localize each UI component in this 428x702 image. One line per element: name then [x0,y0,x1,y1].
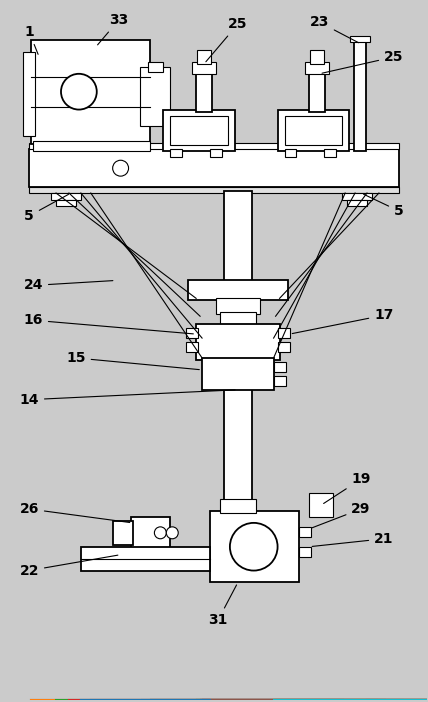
Bar [306,62,329,74]
Bar [309,72,325,112]
Bar [51,193,81,200]
Bar [29,143,399,150]
Bar [285,150,297,157]
Bar [197,50,211,64]
Bar [31,40,150,145]
Bar [278,110,349,152]
Bar [278,342,289,352]
Bar [220,312,256,326]
Bar [216,298,260,314]
Bar [354,40,366,152]
Circle shape [155,527,166,538]
Text: 25: 25 [322,50,404,73]
Circle shape [61,74,97,110]
Text: 26: 26 [20,502,130,522]
Bar [29,187,399,193]
Text: 22: 22 [19,555,118,578]
Bar [186,328,198,338]
Text: 14: 14 [19,390,235,406]
Text: 19: 19 [324,472,371,503]
Circle shape [230,523,278,571]
Bar [23,52,35,136]
Bar [170,150,182,157]
Bar [347,200,367,206]
Bar [300,527,311,537]
Bar [131,517,170,549]
Text: 23: 23 [309,15,359,43]
Bar [196,72,212,112]
Text: 24: 24 [24,279,113,293]
Bar [278,328,289,338]
Text: 5: 5 [24,194,68,223]
Text: 21: 21 [312,532,394,546]
Circle shape [166,527,178,538]
Bar [309,493,333,517]
Bar [285,116,342,145]
Bar [273,362,285,372]
Bar [310,50,324,64]
Bar [220,499,256,513]
Bar [224,191,252,559]
Bar [210,150,222,157]
Bar [33,141,150,152]
Text: 25: 25 [206,17,247,62]
Bar [300,547,311,557]
Bar [113,521,133,545]
Bar [163,110,235,152]
Circle shape [113,160,128,176]
Bar [192,62,216,74]
Bar [29,150,399,187]
Bar [342,193,372,200]
Text: 17: 17 [292,308,394,333]
Bar [210,511,300,583]
Bar [273,376,285,386]
Bar [196,324,279,360]
Text: 33: 33 [98,13,128,45]
Bar [81,547,210,571]
Bar [186,342,198,352]
Bar [140,67,170,126]
Bar [56,200,76,206]
Text: 15: 15 [66,351,199,370]
Bar [170,116,228,145]
Text: 29: 29 [312,502,371,528]
Bar [324,150,336,157]
Bar [350,36,370,42]
Text: 16: 16 [24,313,193,334]
Bar [202,358,273,390]
Bar [149,62,163,72]
Text: 1: 1 [24,25,38,54]
Text: 31: 31 [208,585,237,628]
Bar [188,281,288,300]
Text: 5: 5 [363,194,404,218]
